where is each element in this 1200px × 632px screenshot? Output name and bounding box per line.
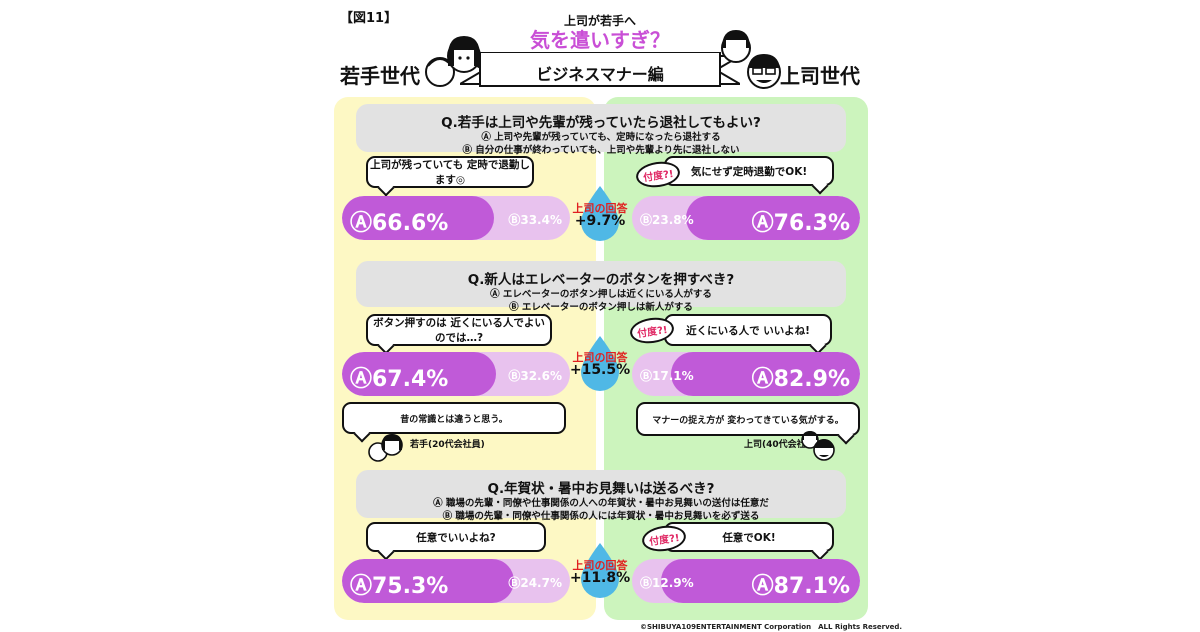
young-speech-bubble: 上司が残っていても 定時で退勤します◎	[366, 156, 534, 188]
question-box-3: Q.年賀状・暑中お見舞いは送るべき? Ⓐ 職場の先輩・同僚や仕事関係の人への年賀…	[356, 470, 846, 522]
comment-text: マナーの捉え方が 変わってきている気がする。	[652, 415, 844, 426]
banner-text: ビジネスマナー編	[536, 65, 664, 84]
copyright: ©SHIBUYA109ENTERTAINMENT Corporation ALL…	[640, 623, 903, 631]
boss-bar-a-label: Ⓐ76.3%	[751, 211, 850, 236]
option-b: Ⓑ 自分の仕事が終わっていても、上司や先輩より先に退社しない	[462, 145, 740, 156]
young-generation-label: 若手世代	[340, 64, 420, 88]
young-bar: Ⓐ75.3% Ⓑ24.7%	[342, 559, 570, 603]
young-comment-bubble: 昔の常識とは違うと思う。	[342, 402, 566, 434]
bubble-text: 上司が残っていても 定時で退勤します◎	[370, 159, 530, 186]
young-bar-a-label: Ⓐ67.4%	[350, 367, 449, 392]
young-bar-b-label: Ⓑ33.4%	[508, 213, 562, 227]
boss-comment-bubble: マナーの捉え方が 変わってきている気がする。	[636, 402, 860, 436]
boss-bar: Ⓑ17.1% Ⓐ82.9%	[632, 352, 860, 396]
young-bar-a-fill	[342, 352, 496, 396]
option-b: Ⓑ 職場の先輩・同僚や仕事関係の人には年賀状・暑中お見舞いを必ず送る	[442, 511, 760, 522]
water-drop-icon	[581, 543, 619, 598]
boss-answer-label: 上司の回答	[572, 202, 628, 215]
young-bar-b-label: Ⓑ24.7%	[508, 576, 562, 590]
boss-bar-b-label: Ⓑ17.1%	[640, 369, 694, 383]
answer-difference: +9.7%	[574, 213, 626, 229]
bubble-text: 気にせず定時退勤でOK!	[690, 165, 808, 178]
bubble-text: 任意でいいよね?	[416, 531, 496, 544]
answer-difference: +11.8%	[569, 570, 631, 586]
young-speech-bubble: ボタン押すのは 近くにいる人でよいのでは…?	[366, 314, 552, 346]
boss-bar-b-label: Ⓑ12.9%	[640, 576, 694, 590]
boss-bar-a-fill	[661, 559, 860, 603]
figure-label: 【図11】	[340, 11, 398, 26]
boss-speech-bubble: 近くにいる人で いいよね!	[664, 314, 832, 346]
question-box-1: Q.若手は上司や先輩が残っていたら退社してもよい? Ⓐ 上司や先輩が残っていても…	[356, 104, 846, 156]
young-bar-a-label: Ⓐ75.3%	[350, 574, 449, 599]
bubble-text: 近くにいる人で いいよね!	[686, 324, 810, 337]
water-drop-icon	[581, 186, 619, 241]
bubble-text: 任意でOK!	[722, 531, 776, 544]
question-title: Q.新人はエレベーターのボタンを押すべき?	[467, 272, 735, 288]
boss-bar-a-label: Ⓐ82.9%	[751, 367, 850, 392]
answer-difference: +15.5%	[569, 362, 631, 378]
boss-speech-bubble: 任意でOK!	[664, 522, 834, 552]
bubble-text: ボタン押すのは 近くにいる人でよいのでは…?	[373, 317, 545, 344]
young-avatar-icon	[368, 434, 403, 462]
boss-bar-a-fill	[686, 196, 860, 240]
young-speech-bubble: 任意でいいよね?	[366, 522, 546, 552]
boss-bar-b-label: Ⓑ23.8%	[640, 213, 694, 227]
title-banner	[460, 52, 740, 87]
boss-answer-label: 上司の回答	[572, 351, 628, 364]
boss-bar-a-fill	[671, 352, 860, 396]
boss-generation-label: 上司世代	[780, 64, 860, 88]
boss-bar: Ⓑ12.9% Ⓐ87.1%	[632, 559, 860, 603]
option-b: Ⓑ エレベーターのボタン押しは新人がする	[509, 302, 693, 313]
young-comment-author: 若手(20代会社員)	[410, 440, 485, 450]
boss-bar-a-label: Ⓐ87.1%	[751, 574, 850, 599]
young-bar: Ⓐ66.6% Ⓑ33.4%	[342, 196, 570, 240]
header-big-title: 気を遣いすぎ？	[530, 28, 670, 52]
comment-text: 昔の常識とは違うと思う。	[400, 414, 508, 425]
young-bar-a-fill	[342, 559, 514, 603]
question-title: Q.若手は上司や先輩が残っていたら退社してもよい?	[441, 115, 761, 131]
question-title: Q.年賀状・暑中お見舞いは送るべき?	[487, 481, 715, 497]
young-characters-illustration	[425, 36, 481, 87]
water-drop-icon	[581, 336, 619, 391]
header-small-title: 上司が若手へ	[563, 14, 636, 28]
question-box-2: Q.新人はエレベーターのボタンを押すべき? Ⓐ エレベーターのボタン押しは近くに…	[356, 261, 846, 313]
young-bar-a-fill	[342, 196, 494, 240]
boss-answer-label: 上司の回答	[572, 559, 628, 572]
young-bar-a-label: Ⓐ66.6%	[350, 211, 449, 236]
boss-avatar-icon	[801, 431, 835, 461]
boss-speech-bubble: 気にせず定時退勤でOK!	[664, 156, 834, 186]
option-a: Ⓐ 職場の先輩・同僚や仕事関係の人への年賀状・暑中お見舞いの送付は任意だ	[433, 498, 769, 509]
young-bar: Ⓐ67.4% Ⓑ32.6%	[342, 352, 570, 396]
boss-bar: Ⓑ23.8% Ⓐ76.3%	[632, 196, 860, 240]
young-bar-b-label: Ⓑ32.6%	[508, 369, 562, 383]
boss-comment-author: 上司(40代会社員)	[744, 440, 819, 450]
boss-characters-illustration	[721, 30, 781, 89]
option-a: Ⓐ 上司や先輩が残っていても、定時になったら退社する	[481, 132, 721, 143]
option-a: Ⓐ エレベーターのボタン押しは近くにいる人がする	[490, 289, 712, 300]
